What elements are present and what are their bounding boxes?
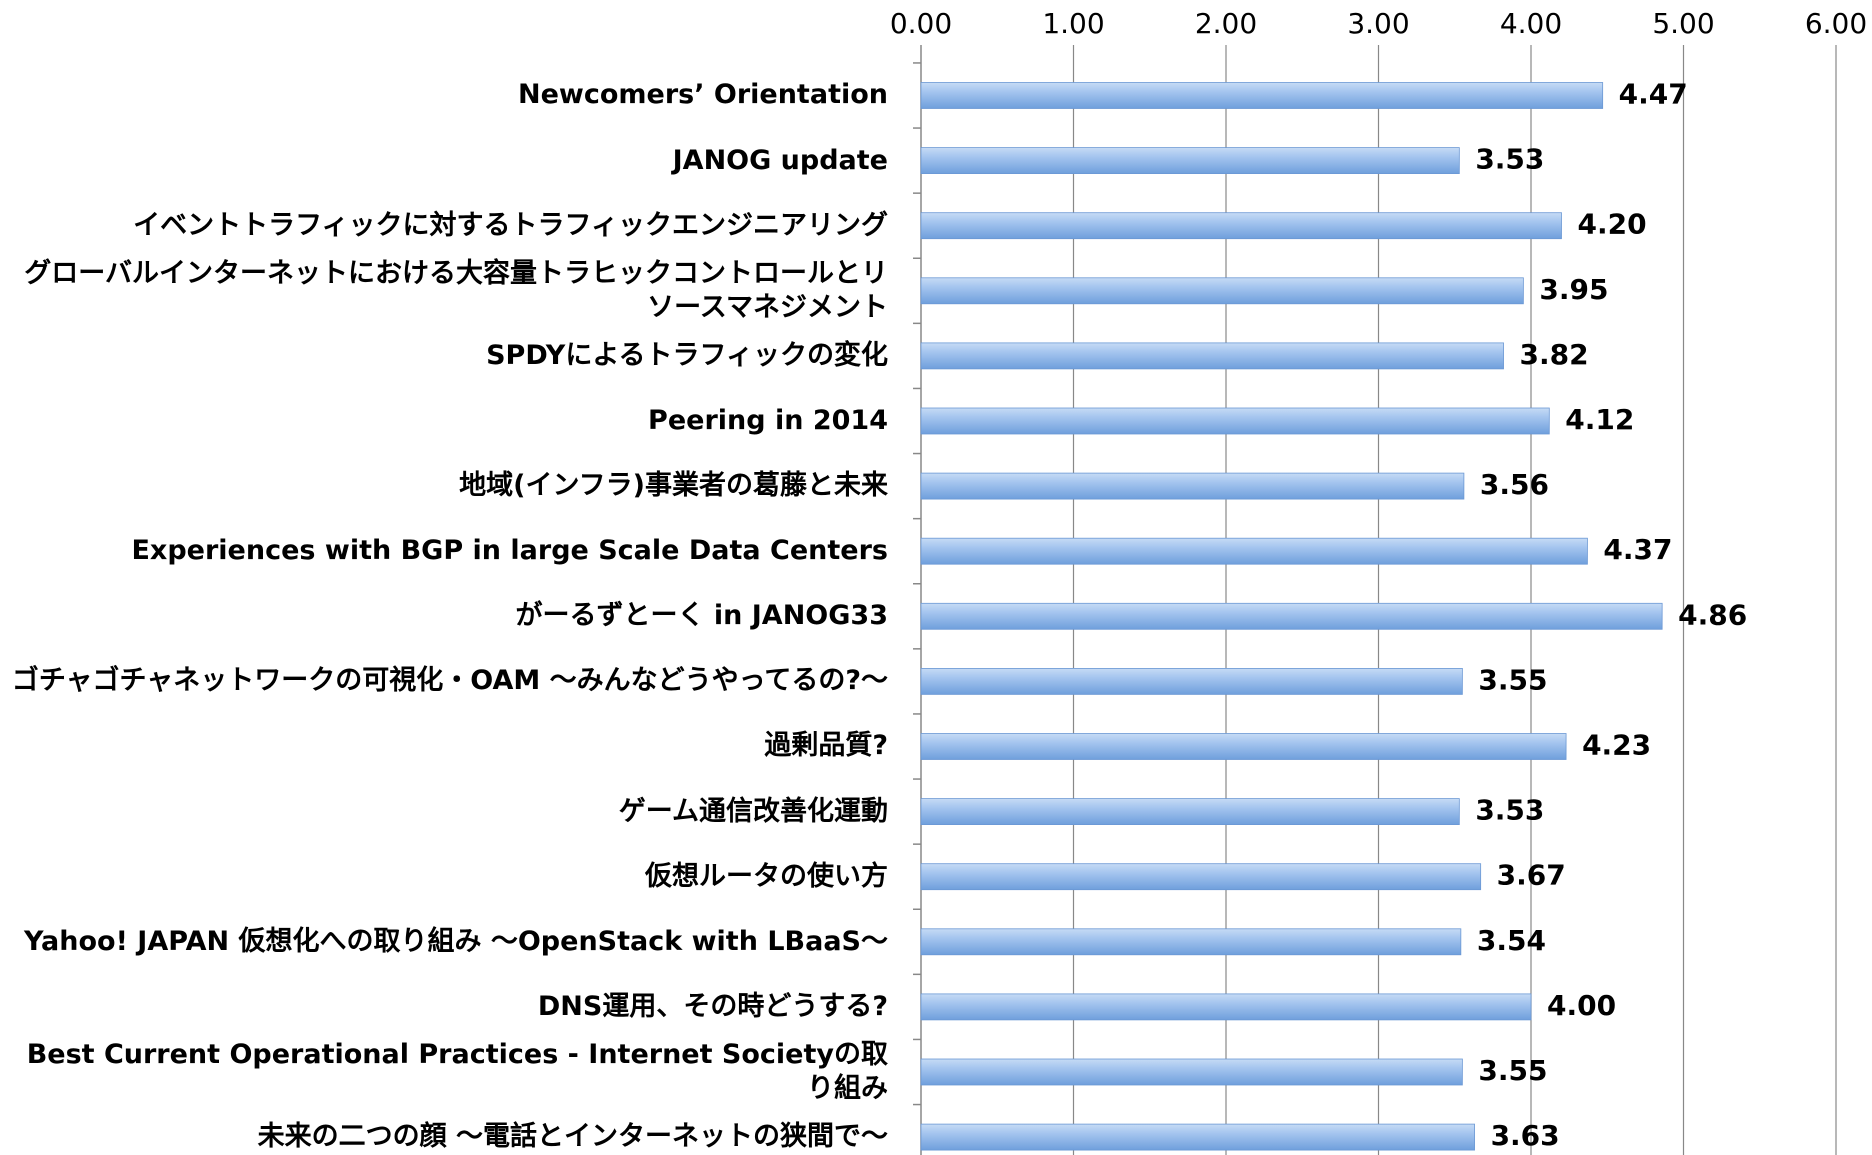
bar [920,798,1460,825]
value-label: 3.55 [1478,663,1547,696]
bar [920,863,1482,891]
y-tick-label: Yahoo! JAPAN 仮想化への取り組み 〜OpenStack with L… [23,925,888,957]
x-tick-label: 5.00 [1652,7,1714,40]
value-label: 3.95 [1539,273,1608,306]
y-tick-label: Newcomers’ Orientation [517,79,888,111]
y-tick-label: イベントトラフィックに対するトラフィックエンジニアリング [133,209,888,241]
bar [920,147,1460,175]
x-tick-label: 0.00 [890,7,952,40]
bar [920,212,1562,240]
value-label: 4.00 [1547,989,1616,1022]
y-tick-label: グローバルインターネットにおける大容量トラヒックコントロールとリソースマネジメン… [24,257,888,323]
value-label: 4.20 [1578,208,1647,241]
y-tick-label: 地域(インフラ)事業者の葛藤と未来 [459,470,888,502]
value-label: 4.23 [1582,729,1651,762]
y-tick-label: SPDYによるトラフィックの変化 [486,339,888,371]
value-label: 3.82 [1520,338,1589,371]
bar [920,342,1504,370]
x-tick-label: 6.00 [1805,7,1867,40]
bar [920,602,1663,630]
value-label: 3.56 [1480,468,1549,501]
value-label: 4.37 [1603,533,1672,566]
value-label: 4.86 [1678,598,1747,631]
value-label: 3.53 [1475,143,1544,176]
bar [920,82,1604,109]
y-tick-label: 過剰品質? [764,730,888,762]
x-tick-label: 1.00 [1042,7,1104,40]
value-label: 3.55 [1478,1054,1547,1087]
bar [920,928,1462,956]
bar [920,537,1588,565]
value-label: 3.63 [1491,1119,1560,1152]
value-label: 4.12 [1565,403,1634,436]
x-tick-label: 4.00 [1500,7,1562,40]
y-tick-label: JANOG update [672,144,888,176]
bar [920,733,1567,760]
value-label: 4.47 [1619,78,1688,111]
x-tick-label: 2.00 [1195,7,1257,40]
value-label: 3.67 [1497,859,1566,892]
bar [920,277,1524,305]
y-tick-label: 未来の二つの顔 〜電話とインターネットの狭間で〜 [257,1121,888,1153]
y-tick-label: ゴチャゴチャネットワークの可視化・OAM 〜みんなどうやってるの?〜 [11,665,888,697]
bar [920,668,1463,695]
y-tick-label: Best Current Operational Practices - Int… [26,1038,888,1104]
y-tick-label: 仮想ルータの使い方 [645,860,888,892]
y-tick-label: がーるずとーく in JANOG33 [515,600,888,632]
y-tick-label: ゲーム通信改善化運動 [618,795,888,827]
x-tick-label: 3.00 [1347,7,1409,40]
y-tick-label: Peering in 2014 [648,404,888,436]
bar [920,1058,1463,1086]
bar [920,993,1532,1021]
bar [920,407,1550,435]
bar [920,1123,1475,1151]
y-tick-label: Experiences with BGP in large Scale Data… [131,535,888,567]
value-label: 3.54 [1477,924,1546,957]
bar [920,472,1465,500]
value-label: 3.53 [1475,794,1544,827]
y-tick-label: DNS運用、その時どうする? [537,990,888,1022]
